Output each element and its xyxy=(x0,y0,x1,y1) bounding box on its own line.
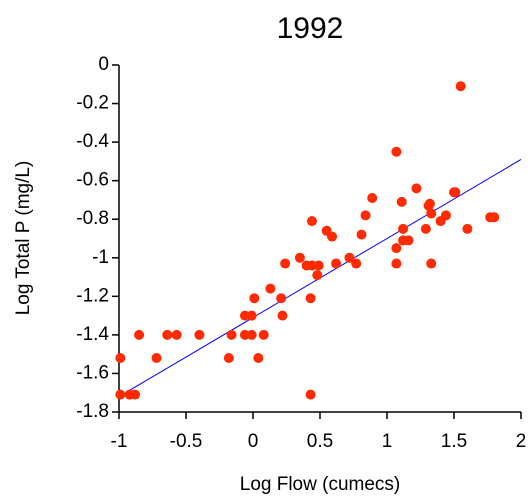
y-tick-label: -1.2 xyxy=(76,285,109,306)
point xyxy=(312,270,323,281)
point xyxy=(450,187,461,198)
point xyxy=(194,329,205,340)
point xyxy=(489,212,500,223)
point xyxy=(253,353,264,364)
point xyxy=(294,252,305,263)
point xyxy=(462,223,473,234)
point xyxy=(398,223,409,234)
point xyxy=(420,223,431,234)
point xyxy=(162,329,173,340)
point xyxy=(426,208,437,219)
point xyxy=(360,210,371,221)
y-tick-label: -0.6 xyxy=(76,170,109,191)
point xyxy=(313,260,324,271)
point xyxy=(411,183,422,194)
point xyxy=(367,193,378,204)
point xyxy=(327,231,338,242)
point xyxy=(391,146,402,157)
point xyxy=(440,210,451,221)
point xyxy=(226,329,237,340)
point xyxy=(115,353,126,364)
y-tick-label: -0.8 xyxy=(76,208,109,229)
point xyxy=(426,258,437,269)
x-axis-label: Log Flow (cumecs) xyxy=(240,474,401,495)
y-tick-label: -0.2 xyxy=(76,93,109,114)
point xyxy=(305,293,316,304)
point xyxy=(130,389,141,400)
point xyxy=(151,353,162,364)
x-tick-label: 0.5 xyxy=(307,431,333,452)
x-tick-label: -0.5 xyxy=(170,431,203,452)
x-tick-label: 1 xyxy=(382,431,393,452)
point xyxy=(344,252,355,263)
point xyxy=(403,235,414,246)
y-tick-label: -0.4 xyxy=(76,131,109,152)
point xyxy=(280,258,291,269)
point xyxy=(265,283,276,294)
y-tick-label: -1 xyxy=(92,247,109,268)
point xyxy=(391,243,402,254)
point xyxy=(424,198,435,209)
point xyxy=(455,81,466,92)
y-tick-label: 0 xyxy=(98,54,109,75)
point xyxy=(305,389,316,400)
point xyxy=(115,389,126,400)
y-axis-label: Log Total P (mg/L) xyxy=(13,161,34,316)
point xyxy=(331,258,342,269)
point xyxy=(396,196,407,207)
x-tick-label: 2 xyxy=(516,431,527,452)
y-tick-label: -1.8 xyxy=(76,401,109,422)
x-tick-label: 1.5 xyxy=(441,431,467,452)
point xyxy=(246,329,257,340)
point xyxy=(249,293,260,304)
point xyxy=(134,329,145,340)
point xyxy=(246,310,257,321)
point xyxy=(351,258,362,269)
point xyxy=(306,216,317,227)
point xyxy=(258,329,269,340)
point xyxy=(391,258,402,269)
x-tick-label: -1 xyxy=(111,431,128,452)
chart-title: 1992 xyxy=(277,12,344,45)
y-tick-label: -1.6 xyxy=(76,362,109,383)
point xyxy=(276,293,287,304)
point xyxy=(277,310,288,321)
point xyxy=(356,229,367,240)
point xyxy=(171,329,182,340)
y-tick-label: -1.4 xyxy=(76,324,109,345)
point xyxy=(223,353,234,364)
x-tick-label: 0 xyxy=(248,431,259,452)
